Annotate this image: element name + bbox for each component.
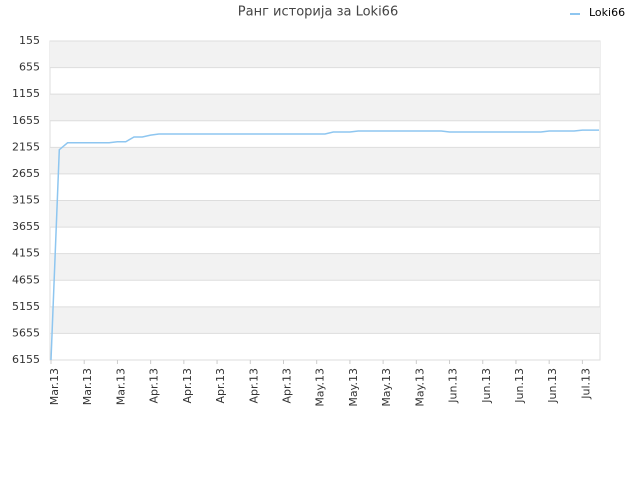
x-tick-label: Mar.13: [81, 368, 94, 405]
grid-band: [50, 147, 600, 174]
grid-band: [50, 200, 600, 228]
grid-band: [50, 253, 600, 281]
legend-label: Loki66: [589, 6, 625, 19]
y-tick-label: 4155: [12, 247, 40, 260]
grid-band: [50, 306, 600, 334]
grid-band: [50, 41, 600, 68]
y-tick-label: 5155: [12, 300, 40, 313]
x-tick-label: May.13: [347, 368, 360, 407]
x-tick-label: Apr.13: [247, 368, 260, 404]
x-tick-label: May.13: [380, 368, 393, 407]
x-tick-label: Jun.13: [513, 368, 526, 404]
x-tick-label: Mar.13: [48, 368, 61, 405]
chart-title: Ранг историја за Loki66: [238, 5, 398, 20]
x-tick-label: May.13: [314, 368, 327, 407]
y-tick-label: 3155: [12, 194, 40, 207]
y-tick-label: 155: [19, 34, 40, 47]
x-tick-label: Jul.13: [579, 368, 592, 400]
y-tick-label: 6155: [12, 353, 40, 366]
y-tick-label: 2655: [12, 167, 40, 180]
x-tick-label: Apr.13: [280, 368, 293, 404]
y-tick-label: 1155: [12, 87, 40, 100]
x-tick-label: Jun.13: [480, 368, 493, 404]
x-tick-label: Apr.13: [181, 368, 194, 404]
y-tick-label: 5655: [12, 326, 40, 339]
x-tick-label: May.13: [413, 368, 426, 407]
y-tick-label: 1655: [12, 114, 40, 127]
x-tick-label: Apr.13: [148, 368, 161, 404]
x-tick-label: Jun.13: [447, 368, 460, 404]
x-tick-label: Jun.13: [546, 368, 559, 404]
series-line: [50, 129, 599, 361]
y-tick-label: 4655: [12, 273, 40, 286]
y-tick-label: 3655: [12, 220, 40, 233]
y-tick-label: 2155: [12, 140, 40, 153]
grid-band: [50, 94, 600, 121]
x-tick-label: Apr.13: [214, 368, 227, 404]
y-tick-label: 655: [19, 61, 40, 74]
x-tick-label: Mar.13: [114, 368, 127, 405]
